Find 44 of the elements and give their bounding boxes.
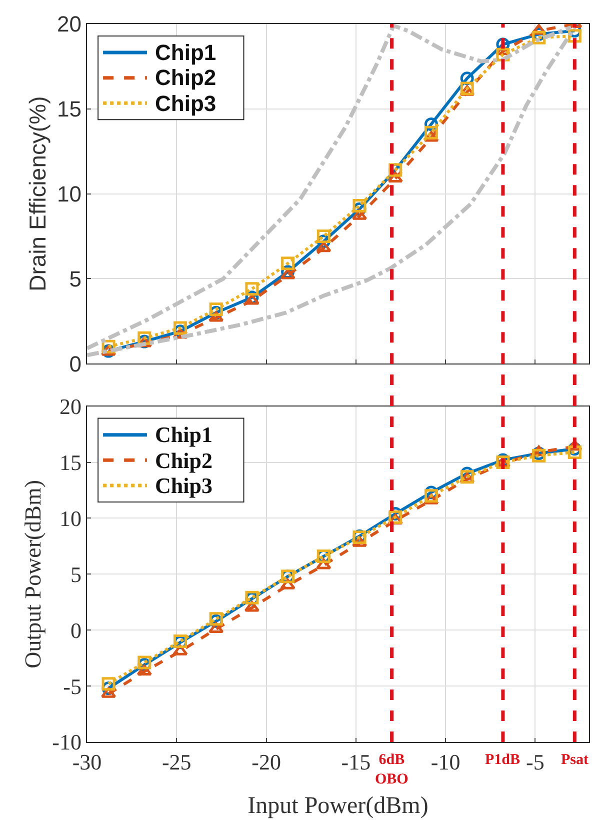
y-tick-label: 0 [69,351,82,376]
point [388,510,402,524]
point [352,198,366,212]
point [532,30,546,44]
legend-label: Chip1 [155,422,212,447]
point [316,241,332,252]
y-tick-label: 20 [60,394,82,420]
y-tick-label: 5 [70,562,82,587]
point [138,656,152,670]
point [245,282,259,296]
point [424,126,438,140]
legend-label: Chip3 [155,473,212,498]
y-tick-label: 0 [70,618,82,643]
point [102,677,116,691]
x-tick-label: -15 [341,750,371,774]
point [568,445,582,459]
y-tick-label: 20 [57,12,82,37]
y-axis-title: Drain Efficiency(%) [24,96,50,292]
point [209,302,223,316]
x-axis-title: Input Power(dBm) [248,792,428,819]
y-axis-title: Output Power(dBm) [20,480,46,668]
y-tick-label: 5 [69,266,82,292]
ref-line-label: 6dB OBO [375,752,408,788]
y-tick-label: 10 [60,506,82,531]
legend-label: Chip2 [155,448,212,473]
point [460,82,474,96]
legend-label: Chip3 [155,91,216,116]
legend-label: Chip1 [155,40,216,65]
legend-label: Chip2 [155,65,216,90]
ref-line-label: P1dB [485,752,520,768]
point [316,230,330,244]
ref-line-label: Psat [561,752,588,768]
x-tick-label: -10 [430,750,460,774]
point [424,489,438,503]
x-tick-label: -20 [252,750,281,774]
point [281,256,295,270]
point [173,321,187,335]
x-tick-label: -25 [162,750,192,774]
x-tick-label: -5 [526,750,544,774]
y-tick-label: 15 [57,96,82,122]
point [280,268,296,280]
y-tick-label: -5 [63,674,82,699]
y-tick-label: 10 [57,182,82,207]
y-tick-label: 15 [60,450,82,475]
